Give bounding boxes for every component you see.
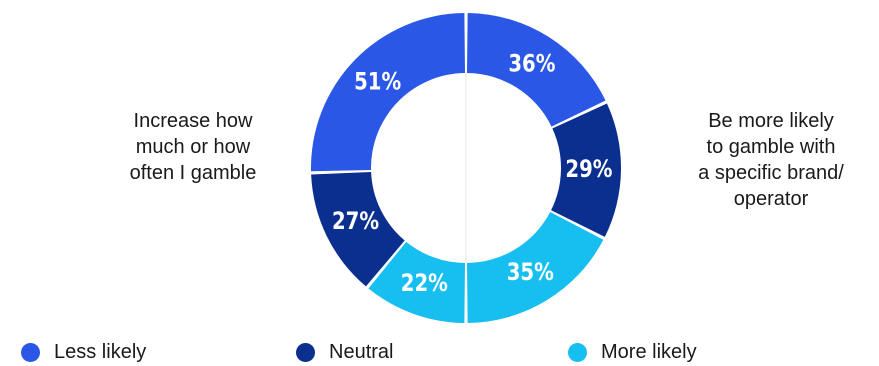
data-label-right-neutral: 29% [565, 156, 612, 183]
left-half-label: Increase how much or how often I gamble [98, 108, 288, 186]
data-label-right-more-likely: 35% [507, 259, 554, 286]
legend-swatch-more-likely [568, 343, 587, 362]
legend-label-neutral: Neutral [329, 341, 393, 364]
legend-swatch-neutral [296, 343, 315, 362]
legend-label-more-likely: More likely [601, 341, 697, 364]
legend-item-neutral: Neutral [296, 341, 393, 364]
legend-item-less-likely: Less likely [21, 341, 146, 364]
data-label-right-less-likely: 36% [508, 50, 555, 77]
legend-label-less-likely: Less likely [54, 341, 146, 364]
data-label-left-less-likely: 51% [354, 69, 401, 96]
data-label-left-neutral: 27% [332, 208, 379, 235]
legend-item-more-likely: More likely [568, 341, 697, 364]
data-label-left-more-likely: 22% [401, 270, 448, 297]
right-half-label: Be more likely to gamble with a specific… [664, 108, 878, 212]
legend-swatch-less-likely [21, 343, 40, 362]
